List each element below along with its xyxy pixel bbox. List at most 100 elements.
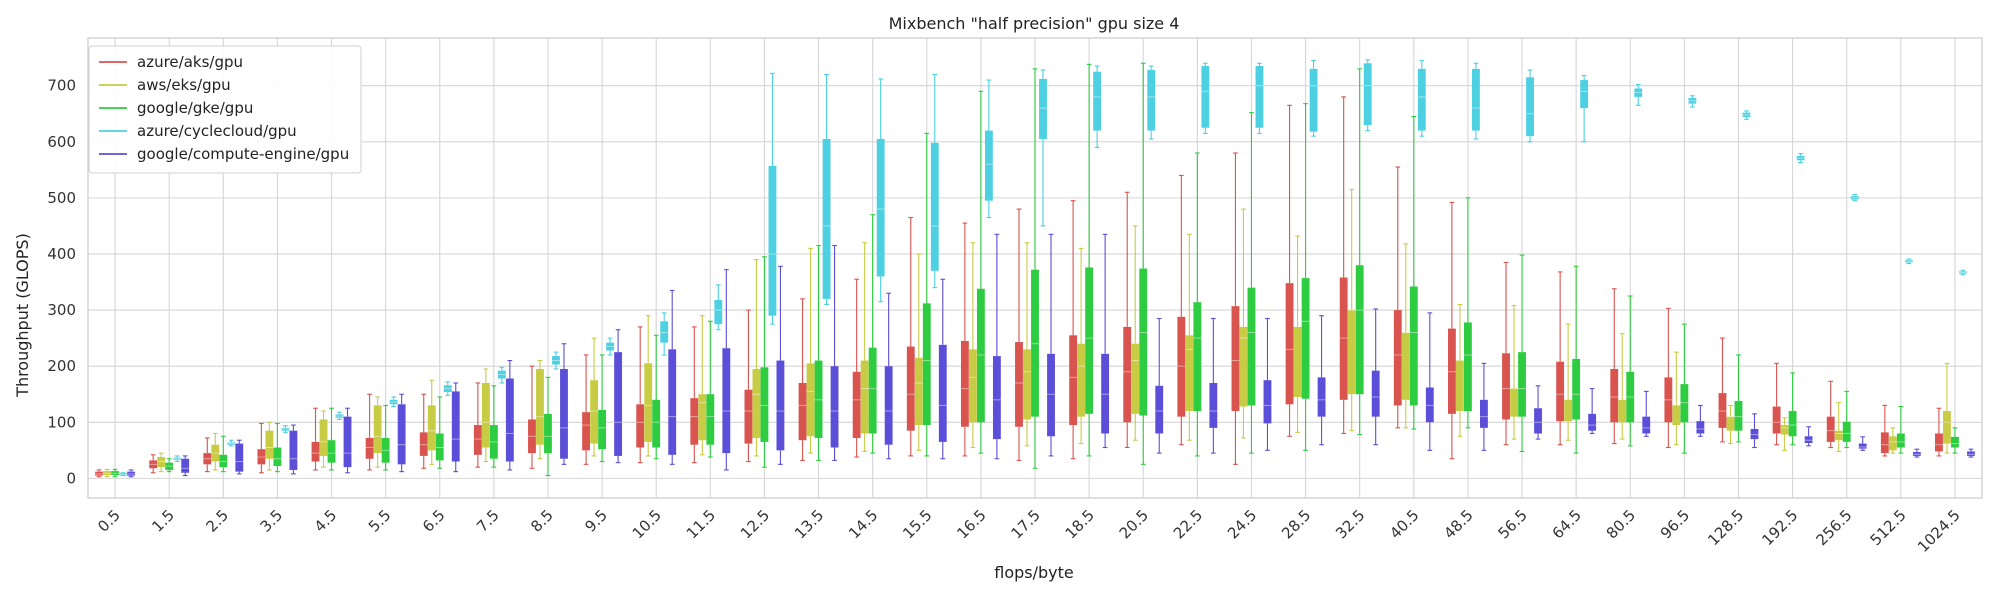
legend-item: aws/eks/gpu: [99, 76, 231, 94]
box-body: [227, 442, 236, 445]
box-aws-eks-gpu-6.5: [427, 379, 436, 465]
box-aws-eks-gpu-96.5: [1672, 351, 1681, 446]
box-azure-aks-gpu-14.5: [852, 278, 861, 458]
box-google-gke-gpu-512.5: [1896, 406, 1905, 454]
y-tick-label: 600: [47, 133, 76, 151]
box-google-gke-gpu-18.5: [1085, 63, 1094, 457]
box-aws-eks-gpu-512.5: [1888, 427, 1897, 454]
box-body: [481, 383, 490, 448]
box-body: [1177, 316, 1186, 417]
box-google-gke-gpu-7.5: [489, 385, 498, 468]
box-body: [560, 368, 568, 459]
box-body: [852, 371, 861, 438]
box-body: [906, 346, 915, 431]
box-body: [111, 471, 119, 475]
box-aws-eks-gpu-17.5: [1023, 242, 1031, 447]
box-google-gke-gpu-96.5: [1680, 323, 1689, 454]
box-google-compute-engine-gpu-11.5: [722, 269, 731, 471]
box-google-gke-gpu-11.5: [706, 320, 715, 458]
box-google-compute-engine-gpu-3.5: [289, 424, 298, 475]
box-body: [806, 363, 815, 437]
box-google-gke-gpu-4.5: [327, 407, 336, 471]
box-body: [1155, 385, 1164, 434]
x-axis-label: flops/byte: [994, 563, 1074, 582]
box-azure-cyclecloud-gpu-9.5: [606, 337, 615, 356]
box-google-gke-gpu-80.5: [1626, 295, 1635, 447]
box-google-compute-engine-gpu-17.5: [1047, 233, 1055, 457]
series-azure-aks-gpu: [95, 96, 1943, 478]
box-body: [984, 130, 993, 201]
box-body: [1618, 399, 1627, 423]
legend-label: google/compute-engine/gpu: [137, 145, 349, 163]
box-body: [1031, 269, 1039, 417]
legend-item: google/gke/gpu: [99, 99, 253, 117]
box-aws-eks-gpu-8.5: [536, 360, 544, 460]
box-body: [327, 440, 336, 463]
box-google-gke-gpu-64.5: [1572, 265, 1581, 454]
box-body: [1672, 405, 1681, 426]
box-azure-aks-gpu-10.5: [636, 326, 645, 464]
box-body: [860, 360, 869, 434]
box-aws-eks-gpu-15.5: [914, 253, 923, 451]
box-azure-cyclecloud-gpu-28.5: [1309, 59, 1318, 137]
box-google-compute-engine-gpu-1.5: [181, 455, 190, 477]
box-body: [1355, 265, 1364, 395]
box-azure-aks-gpu-40.5: [1393, 166, 1402, 429]
box-body: [157, 457, 166, 468]
box-body: [590, 380, 599, 444]
box-body: [1664, 377, 1673, 423]
box-body: [435, 433, 444, 461]
box-body: [1263, 380, 1272, 424]
box-azure-cyclecloud-gpu-4.5: [335, 411, 344, 421]
box-google-gke-gpu-10.5: [652, 334, 661, 460]
box-google-compute-engine-gpu-48.5: [1479, 362, 1488, 451]
box-google-compute-engine-gpu-18.5: [1101, 233, 1110, 449]
box-body: [165, 462, 174, 470]
box-body: [1834, 430, 1843, 441]
box-azure-cyclecloud-gpu-1.5: [173, 455, 182, 463]
box-body: [211, 444, 220, 462]
box-azure-cyclecloud-gpu-15.5: [930, 73, 939, 289]
box-google-gke-gpu-13.5: [814, 245, 823, 461]
box-body: [1123, 326, 1132, 423]
box-google-compute-engine-gpu-128.5: [1750, 413, 1759, 449]
legend-item: azure/aks/gpu: [99, 53, 243, 71]
box-azure-cyclecloud-gpu-13.5: [822, 73, 831, 306]
box-azure-cyclecloud-gpu-256.5: [1850, 193, 1859, 202]
box-azure-cyclecloud-gpu-5.5: [389, 396, 398, 408]
box-body: [922, 303, 931, 426]
box-aws-eks-gpu-7.5: [481, 368, 490, 463]
box-azure-cyclecloud-gpu-16.5: [984, 79, 993, 219]
box-body: [203, 453, 212, 465]
box-azure-aks-gpu-56.5: [1502, 261, 1510, 446]
box-body: [992, 356, 1001, 440]
box-body: [1842, 421, 1851, 442]
box-aws-eks-gpu-20.5: [1131, 225, 1140, 441]
box-body: [1526, 77, 1534, 137]
box-body: [489, 425, 498, 459]
y-tick-label: 400: [47, 245, 76, 263]
box-aws-eks-gpu-28.5: [1293, 235, 1302, 433]
box-azure-aks-gpu-13.5: [798, 298, 807, 461]
box-google-compute-engine-gpu-15.5: [938, 278, 947, 460]
box-azure-cyclecloud-gpu-20.5: [1147, 65, 1156, 140]
box-google-gke-gpu-16.5: [976, 90, 985, 454]
box-google-compute-engine-gpu-13.5: [830, 245, 839, 461]
box-body: [273, 447, 282, 467]
box-body: [1896, 433, 1905, 448]
box-body: [1642, 416, 1651, 434]
box-body: [1247, 287, 1256, 406]
box-aws-eks-gpu-2.5: [211, 432, 220, 471]
legend-item: google/compute-engine/gpu: [99, 145, 349, 163]
box-body: [1447, 328, 1456, 414]
box-azure-cyclecloud-gpu-32.5: [1363, 59, 1372, 132]
box-body: [760, 367, 769, 442]
box-body: [930, 142, 939, 271]
box-body: [1363, 63, 1372, 125]
box-aws-eks-gpu-40.5: [1401, 243, 1410, 429]
box-body: [914, 357, 923, 426]
box-google-compute-engine-gpu-6.5: [451, 382, 460, 473]
box-body: [1634, 88, 1643, 97]
box-azure-aks-gpu-1024.5: [1935, 407, 1943, 457]
